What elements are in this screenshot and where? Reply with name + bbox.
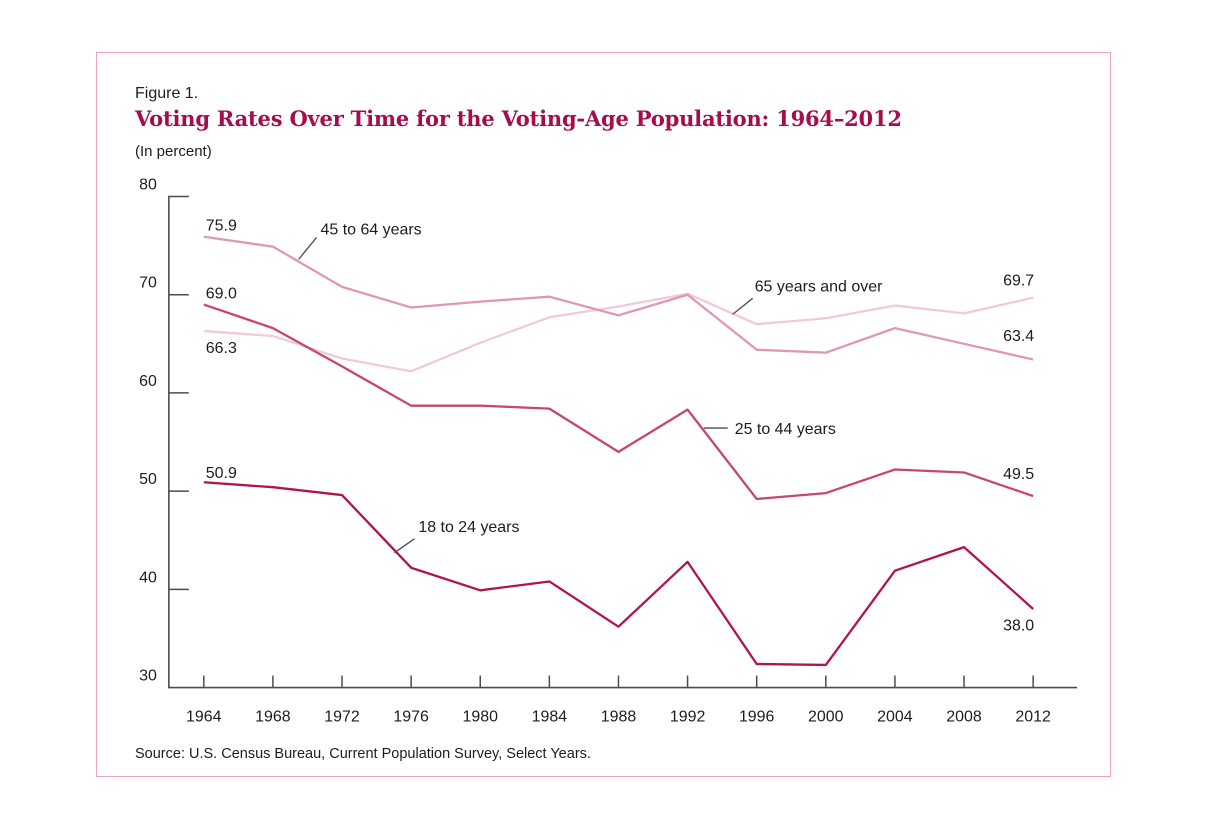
axis-frame [168, 195, 1078, 689]
callout-leader-18-to-24-years [394, 538, 415, 554]
y-tick-label: 30 [139, 668, 157, 685]
series-line-65-years-and-over [203, 292, 1034, 373]
callout-leader-45-to-64-years [298, 237, 318, 260]
x-tick-label: 1976 [393, 708, 429, 725]
y-tick-label: 80 [139, 177, 157, 194]
series-callout-18-to-24-years: 18 to 24 years [418, 519, 519, 536]
x-tick-label: 1964 [186, 708, 222, 725]
series-line-25-to-44-years [203, 303, 1034, 501]
series-callout-45-to-64-years: 45 to 64 years [321, 221, 422, 238]
y-tick-label: 60 [139, 373, 157, 390]
end-value-45-to-64-years: 63.4 [1003, 328, 1034, 345]
figure-units-note: (In percent) [135, 143, 212, 160]
start-value-25-to-44-years: 69.0 [206, 285, 237, 302]
start-value-65-years-and-over: 66.3 [206, 340, 237, 357]
end-value-18-to-24-years: 38.0 [1003, 618, 1034, 635]
end-value-25-to-44-years: 49.5 [1003, 466, 1034, 483]
x-tick-label: 2004 [877, 708, 913, 725]
line-chart: 80 70 60 50 40 30 1964 1968 1972 1976 1980 1984 1988… [139, 177, 1078, 725]
series-callout-25-to-44-years: 25 to 44 years [735, 421, 836, 438]
x-tick-label: 1988 [601, 708, 637, 725]
x-tick-label: 1992 [670, 708, 706, 725]
x-tick-label: 2012 [1015, 708, 1051, 725]
callout-leader-65-years-and-over [732, 297, 754, 315]
series-line-18-to-24-years [203, 481, 1034, 667]
start-value-45-to-64-years: 75.9 [206, 217, 237, 234]
y-tick-label: 70 [139, 275, 157, 292]
x-tick-label: 1996 [739, 708, 775, 725]
y-tick-label: 50 [139, 471, 157, 488]
x-tick-label: 2008 [946, 708, 982, 725]
source-note: Source: U.S. Census Bureau, Current Popu… [135, 746, 591, 762]
x-tick-label: 1972 [324, 708, 360, 725]
figure-panel: Figure 1. Voting Rates Over Time for the… [96, 52, 1111, 777]
figure-label: Figure 1. [135, 85, 199, 102]
series-line-45-to-64-years [203, 235, 1034, 361]
x-tick-label: 1980 [462, 708, 498, 725]
start-value-18-to-24-years: 50.9 [206, 465, 237, 482]
x-tick-label: 1984 [532, 708, 568, 725]
end-value-65-years-and-over: 69.7 [1003, 272, 1034, 289]
y-tick-label: 40 [139, 569, 157, 586]
figure-title: Voting Rates Over Time for the Voting-Ag… [135, 106, 902, 131]
series-callout-65-years-and-over: 65 years and over [755, 278, 883, 295]
x-tick-label: 1968 [255, 708, 291, 725]
x-tick-label: 2000 [808, 708, 844, 725]
